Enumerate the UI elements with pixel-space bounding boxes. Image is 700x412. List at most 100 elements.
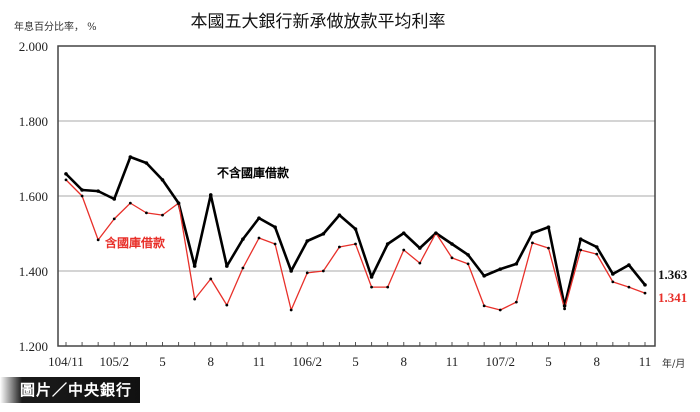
data-point <box>627 285 631 289</box>
data-point <box>643 291 647 295</box>
x-tick-label: 5 <box>352 354 359 369</box>
data-point <box>386 285 390 289</box>
data-point <box>64 178 68 182</box>
plot-frame <box>57 45 656 347</box>
data-point <box>321 269 325 273</box>
x-tick-label: 11 <box>253 354 266 369</box>
data-point <box>546 225 551 229</box>
x-tick-label: 8 <box>594 354 601 369</box>
data-point <box>514 300 518 304</box>
x-tick-label: 105/2 <box>99 354 129 369</box>
y-tick-label: 2.000 <box>19 39 48 54</box>
data-point <box>289 308 293 312</box>
data-point <box>144 161 149 165</box>
data-point <box>257 216 261 220</box>
data-point <box>80 194 84 198</box>
data-point <box>96 189 100 193</box>
image-credit: 圖片／中央銀行 <box>0 377 140 403</box>
data-point <box>338 245 341 249</box>
y-tick-label: 1.600 <box>19 189 48 204</box>
data-point <box>145 211 148 215</box>
data-point <box>643 283 647 287</box>
data-point <box>595 252 599 256</box>
y-unit-label: 年息百分比率， % <box>14 20 97 33</box>
data-point <box>401 231 406 235</box>
data-point <box>611 272 615 276</box>
data-point <box>594 245 599 249</box>
data-point <box>160 178 165 182</box>
data-point <box>225 264 229 268</box>
data-point <box>192 264 197 268</box>
data-point <box>305 271 309 275</box>
y-tick-label: 1.800 <box>19 114 48 129</box>
data-point <box>562 304 567 308</box>
data-point <box>177 201 180 205</box>
data-point <box>531 241 534 245</box>
data-point <box>225 303 229 307</box>
end-label-incl: 1.341 <box>658 290 687 305</box>
x-tick-label: 104/11 <box>48 354 84 369</box>
data-point <box>128 155 133 159</box>
x-tick-label: 5 <box>159 354 166 369</box>
y-tick-label: 1.200 <box>19 339 48 354</box>
data-point <box>530 231 535 235</box>
data-point <box>402 248 406 252</box>
data-point <box>482 274 486 278</box>
data-point <box>257 236 261 240</box>
data-point <box>466 253 470 257</box>
x-tick-label: 5 <box>545 354 552 369</box>
data-point <box>208 193 213 197</box>
chart-title: 本國五大銀行新承做放款平均利率 <box>191 12 446 32</box>
data-point <box>80 188 84 192</box>
data-point <box>579 248 583 252</box>
end-label-excl: 1.363 <box>658 267 688 282</box>
data-point <box>353 227 358 231</box>
data-point <box>64 172 68 176</box>
annotation-excl-treasury: 不含國庫借款 <box>217 165 290 180</box>
data-point <box>354 242 357 246</box>
data-point <box>450 242 454 246</box>
y-tick-label: 1.400 <box>19 264 48 279</box>
data-point <box>578 237 583 241</box>
data-point <box>514 262 519 266</box>
data-point <box>96 238 100 242</box>
data-point <box>273 225 277 229</box>
data-point <box>418 246 422 250</box>
x-tick-label: 8 <box>401 354 408 369</box>
data-point <box>241 237 245 241</box>
x-tick-label: 107/2 <box>485 354 515 369</box>
x-tick-label: 8 <box>208 354 215 369</box>
series-lines <box>64 155 647 312</box>
x-tick-label: 106/2 <box>292 354 322 369</box>
data-point <box>627 263 631 267</box>
data-point <box>289 269 293 273</box>
data-point <box>563 307 566 311</box>
data-point <box>498 267 503 271</box>
data-point <box>370 285 373 289</box>
data-point <box>418 261 422 265</box>
data-point <box>209 277 213 281</box>
x-tick-label: 11 <box>639 354 652 369</box>
data-point <box>321 232 326 236</box>
data-point <box>112 197 117 201</box>
data-point <box>547 246 550 250</box>
data-point <box>369 275 374 279</box>
annotation-incl-treasury: 含國庫借款 <box>105 235 166 250</box>
data-point <box>466 262 470 266</box>
data-point <box>482 304 486 308</box>
data-point <box>305 239 310 243</box>
data-point <box>450 256 454 260</box>
x-unit-label: 年/月 <box>662 357 685 370</box>
data-point <box>434 231 438 235</box>
data-point <box>385 242 390 246</box>
data-point <box>611 280 615 284</box>
x-axis-ticks: 104/11 105/2 5 8 11 106/2 5 8 11 107/2 5 8 11 <box>48 342 651 369</box>
data-point <box>112 217 116 221</box>
data-point <box>128 201 132 205</box>
y-axis-ticks: 1.200 1.400 1.600 1.800 2.000 <box>19 39 48 354</box>
data-point <box>273 242 277 246</box>
data-point <box>241 266 245 270</box>
data-point <box>161 213 164 217</box>
x-tick-label: 11 <box>446 354 459 369</box>
